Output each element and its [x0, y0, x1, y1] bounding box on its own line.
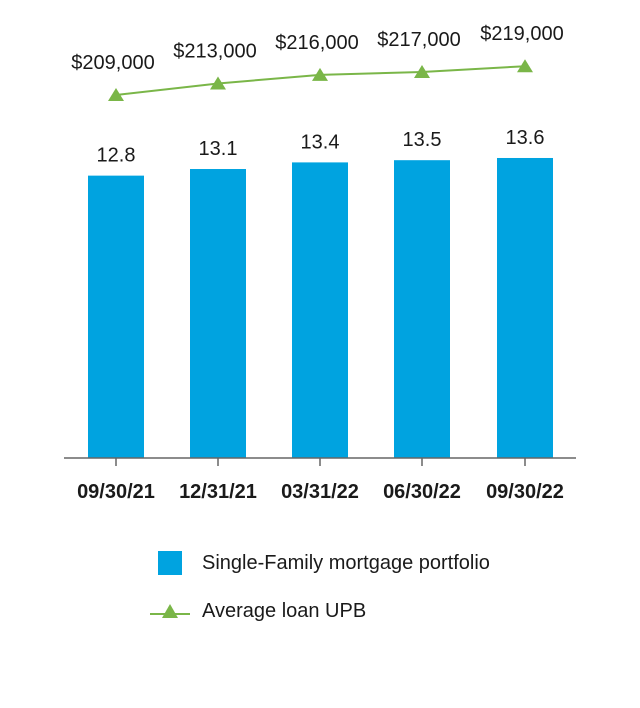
bar-value-label: 12.8 [97, 145, 136, 167]
x-tick-label: 06/30/22 [383, 481, 461, 503]
avg-upb-value-label: $209,000 [71, 52, 154, 74]
avg-upb-point [517, 59, 533, 73]
x-tick-label: 09/30/21 [77, 481, 155, 503]
x-tick-label: 12/31/21 [179, 481, 257, 503]
avg-upb-point [108, 88, 124, 101]
combo-chart: 12.8 13.1 13.4 13.5 13.6 09/30/21 12/31/21 03/3… [64, 23, 576, 503]
bar-2 [190, 169, 246, 458]
avg-upb-point [414, 64, 430, 78]
avg-upb-point [210, 76, 226, 90]
bar-1 [88, 175, 144, 458]
bar-4 [394, 160, 450, 458]
avg-upb-value-label: $213,000 [173, 40, 256, 62]
legend-item-portfolio: Single-Family mortgage portfolio [150, 545, 490, 581]
avg-upb-point [312, 67, 328, 81]
legend-label-avg-upb: Average loan UPB [202, 599, 367, 622]
bar-value-label: 13.6 [506, 127, 545, 149]
bar-value-label: 13.5 [403, 129, 442, 151]
blue-square-icon [150, 551, 190, 575]
avg-upb-value-label: $217,000 [377, 29, 460, 51]
x-tick-label: 03/31/22 [281, 481, 359, 503]
bar-5 [497, 157, 553, 458]
x-tick-label: 09/30/22 [486, 481, 564, 503]
green-triangle-line-icon [150, 599, 190, 623]
avg-upb-value-label: $219,000 [480, 23, 563, 45]
avg-upb-value-label: $216,000 [275, 32, 358, 54]
legend: Single-Family mortgage portfolio Average… [150, 545, 490, 641]
bar-3 [292, 162, 348, 458]
bar-value-label: 13.4 [301, 131, 340, 153]
legend-item-avg-upb: Average loan UPB [150, 593, 490, 629]
legend-label-portfolio: Single-Family mortgage portfolio [202, 551, 490, 574]
bar-value-label: 13.1 [199, 138, 238, 160]
